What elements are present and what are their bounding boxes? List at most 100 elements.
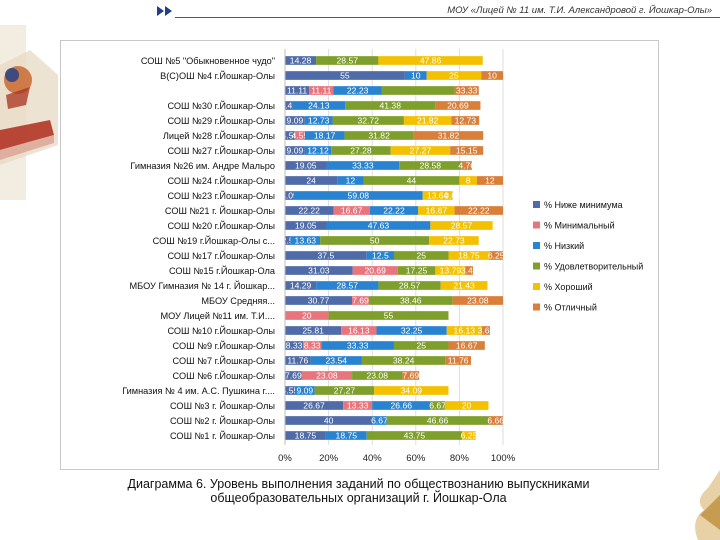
stacked-bar-chart: 0% 20% 40% 60% 80% 100% СОШ №5 "Обыкновенное ч… [122,49,643,464]
data-label: 4.76 [458,161,475,171]
data-label: 19.05 [295,161,317,171]
data-label: 12 [346,176,356,186]
data-label: 7.69 [285,371,302,381]
legend-label: % Низкий [544,241,584,251]
data-label: 15.15 [456,146,478,156]
data-label: 11.11 [311,86,331,96]
data-label: 3.68 [478,326,495,336]
data-label: 31.03 [308,266,330,276]
category-label: СОШ №2 г. Йошкар-Олы [170,415,275,426]
data-label: 24 [306,176,316,186]
data-label: 11.76 [287,356,308,366]
bar-segment [285,161,327,170]
data-label: 18.75 [336,431,358,441]
data-label: 18.17 [314,131,336,141]
bar-segment [285,251,367,260]
data-label: 6.66 [487,416,504,426]
data-label: 25.81 [302,326,324,336]
category-label: СОШ №29 г.Йошкар-Олы [167,115,275,126]
data-label: 9.09 [287,116,304,126]
data-label: 41.38 [379,101,401,111]
bar-segment [304,131,345,140]
data-label: 13.64 [427,191,449,201]
data-label: 23.54 [326,356,348,366]
bar-segment [292,101,346,110]
bar-segment [476,176,503,185]
data-label: 4.55 [282,386,299,396]
legend-swatch [533,283,540,290]
data-label: 4.55 [282,131,299,141]
data-label: 32.25 [401,326,423,336]
category-label: СОШ №27 г.Йошкар-Олы [167,145,275,156]
bar-segment [285,56,317,65]
bar-segment [325,431,367,440]
legend-swatch [533,303,540,311]
bar-segment [418,206,455,215]
bar-segment [310,356,362,365]
bar-segment [320,236,430,245]
bar-segment [435,101,481,110]
data-label: 22.22 [468,206,490,216]
bar-segment [285,431,326,440]
data-label: 31.82 [438,131,460,141]
data-label: 43.75 [404,431,426,441]
bar-segment [366,251,394,260]
data-label: 59.08 [348,191,370,201]
bar-segment [333,206,370,215]
bar-segment [309,86,334,95]
legend-label: % Отличный [544,303,597,313]
data-label: 20 [302,311,312,321]
data-label: 37.5 [318,251,335,261]
bar-segment [352,266,398,275]
category-label: МБОУ Гимназия № 14 г. Йошкар... [130,280,275,291]
bar-segment [368,296,453,305]
bar-segment [446,326,482,335]
data-label: 7.69 [352,296,369,306]
decorative-emblem-icon [0,25,58,200]
legend-swatch [533,262,540,270]
x-tick-label: 40% [363,453,383,464]
data-label: 3.45 [280,101,297,111]
decorative-shape-icon [695,470,720,540]
bar-segment [397,266,436,275]
header-divider [175,17,720,18]
data-label: 6.25 [488,251,505,261]
bar-segment [285,296,353,305]
data-label: 0.09 [444,191,461,201]
data-label: 23.08 [366,371,388,381]
bar-segment [450,146,484,155]
data-label: 14.29 [290,281,312,291]
data-label: 16.67 [426,206,448,216]
bar-segment [399,161,462,170]
bar-segment [285,71,405,80]
bar-segment [285,101,293,110]
bar-segment [429,236,479,245]
bar-segment [390,146,451,155]
institution-title: МОУ «Лицей № 11 им. Т.И. Александровой г… [447,5,712,16]
bar-segment [430,401,445,410]
bar-segment [376,326,447,335]
bar-segment [285,356,311,365]
data-label: 25 [449,71,459,81]
data-label: 8.33 [286,341,303,351]
bar-segment [326,221,431,230]
category-label: СОШ №6 г.Йошкар-Олы [173,370,275,381]
bar-segment [422,191,453,200]
bar-segment [378,56,483,65]
bar-segment [462,431,476,440]
bar-segment [452,296,503,305]
legend-label: % Ниже минимума [544,200,623,210]
category-label: СОШ №9 г.Йошкар-Олы [173,340,275,351]
data-label: 24.13 [308,101,330,111]
bar-segment [337,176,364,185]
data-label: 11.11 [287,86,307,96]
bar-segment [285,131,295,140]
data-label: 28.57 [337,56,359,66]
category-label: В(С)ОШ №4 г.Йошкар-Олы [160,70,275,81]
bar-segment [374,386,449,395]
bar-segment [293,191,423,200]
data-label: 4.55 [292,131,309,141]
bar-segment [314,386,375,395]
bar-segment [316,56,379,65]
data-label: 26.67 [303,401,325,411]
